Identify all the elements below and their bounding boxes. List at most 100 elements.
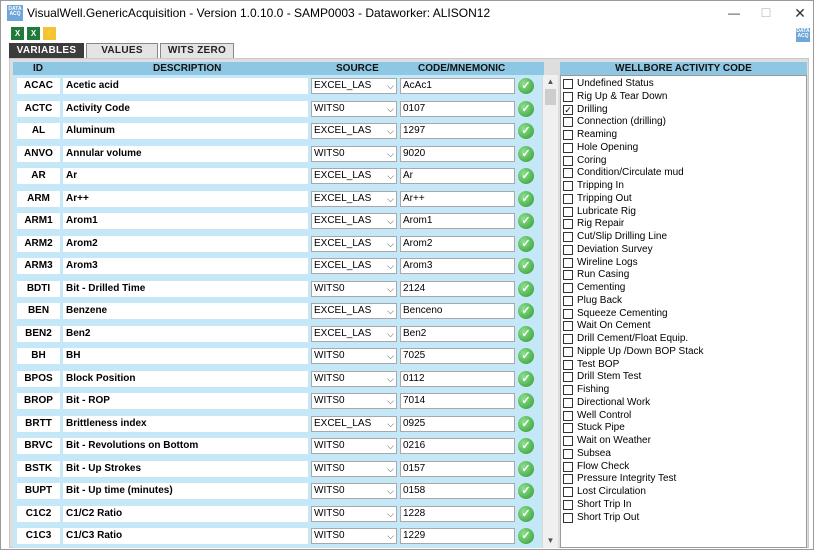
close-button[interactable]: ✕ [794, 5, 806, 21]
confirm-check-icon[interactable]: ✓ [518, 123, 534, 139]
source-select[interactable]: EXCEL_LAS ⌵ [311, 78, 397, 94]
confirm-check-icon[interactable]: ✓ [518, 438, 534, 454]
scroll-thumb[interactable] [545, 89, 556, 105]
chevron-down-icon[interactable]: ⌵ [387, 103, 394, 114]
checkbox[interactable] [563, 193, 573, 204]
checkbox[interactable] [563, 181, 573, 191]
checkbox[interactable] [563, 334, 573, 344]
checkbox[interactable] [563, 410, 573, 421]
code-input[interactable]: 7014 [400, 393, 515, 409]
chevron-down-icon[interactable]: ⌵ [387, 126, 394, 136]
checkbox[interactable] [563, 308, 573, 319]
confirm-check-icon[interactable]: ✓ [518, 190, 534, 207]
source-select[interactable]: EXCEL_LAS ⌵ [311, 303, 397, 319]
code-input[interactable]: 0112 [400, 370, 515, 387]
checkbox[interactable] [563, 168, 573, 179]
source-select[interactable]: WITS0 ⌵ [311, 100, 397, 117]
chevron-down-icon[interactable]: ⌵ [387, 283, 394, 294]
source-select[interactable]: WITS0 ⌵ [311, 348, 397, 364]
scroll-up-icon[interactable]: ▲ [546, 77, 555, 86]
checkbox[interactable] [563, 397, 573, 408]
confirm-check-icon[interactable]: ✓ [518, 145, 534, 162]
code-input[interactable]: 0107 [400, 100, 515, 117]
confirm-check-icon[interactable]: ✓ [518, 213, 534, 229]
source-select[interactable]: WITS0 ⌵ [311, 438, 397, 454]
variables-scrollbar[interactable]: ▲ ▼ [542, 75, 558, 548]
chevron-down-icon[interactable]: ⌵ [387, 531, 394, 541]
checkbox[interactable] [563, 244, 573, 255]
checkbox[interactable] [563, 219, 573, 230]
chevron-down-icon[interactable]: ⌵ [387, 441, 394, 451]
code-input[interactable]: 9020 [400, 145, 515, 162]
checkbox[interactable] [563, 283, 573, 293]
checkbox[interactable] [563, 79, 573, 89]
code-input[interactable]: Arom3 [400, 258, 515, 274]
source-select[interactable]: EXCEL_LAS ⌵ [311, 123, 397, 139]
code-input[interactable]: Ar [400, 168, 515, 184]
chevron-down-icon[interactable]: ⌵ [387, 508, 394, 519]
chevron-down-icon[interactable]: ⌵ [387, 81, 394, 91]
chevron-down-icon[interactable]: ⌵ [387, 373, 394, 384]
checkbox[interactable] [563, 257, 573, 268]
code-input[interactable]: 0158 [400, 483, 515, 499]
source-select[interactable]: EXCEL_LAS ⌵ [311, 415, 397, 432]
confirm-check-icon[interactable]: ✓ [518, 303, 534, 319]
source-select[interactable]: EXCEL_LAS ⌵ [311, 325, 397, 342]
checkbox[interactable] [563, 346, 573, 357]
source-select[interactable]: WITS0 ⌵ [311, 483, 397, 499]
source-select[interactable]: EXCEL_LAS ⌵ [311, 258, 397, 274]
confirm-check-icon[interactable]: ✓ [518, 168, 534, 184]
checkbox[interactable] [563, 130, 573, 140]
chevron-down-icon[interactable]: ⌵ [387, 463, 394, 474]
source-select[interactable]: EXCEL_LAS ⌵ [311, 190, 397, 207]
confirm-check-icon[interactable]: ✓ [518, 325, 534, 342]
chevron-down-icon[interactable]: ⌵ [387, 193, 394, 204]
checkbox[interactable] [563, 232, 573, 242]
code-input[interactable]: 0925 [400, 415, 515, 432]
source-select[interactable]: EXCEL_LAS ⌵ [311, 213, 397, 229]
confirm-check-icon[interactable]: ✓ [518, 460, 534, 477]
checkbox[interactable] [563, 461, 573, 472]
checkbox[interactable] [563, 359, 573, 370]
code-input[interactable]: 1297 [400, 123, 515, 139]
checkbox[interactable] [563, 91, 573, 102]
chevron-down-icon[interactable]: ⌵ [387, 396, 394, 406]
source-select[interactable]: WITS0 ⌵ [311, 370, 397, 387]
chevron-down-icon[interactable]: ⌵ [387, 418, 394, 429]
code-input[interactable]: AcAc1 [400, 78, 515, 94]
confirm-check-icon[interactable]: ✓ [518, 393, 534, 409]
flash-icon[interactable]: ⚡ [43, 27, 56, 40]
code-input[interactable]: 1229 [400, 528, 515, 544]
checkbox[interactable] [563, 448, 573, 459]
scroll-down-icon[interactable]: ▼ [546, 536, 555, 545]
confirm-check-icon[interactable]: ✓ [518, 483, 534, 499]
confirm-check-icon[interactable]: ✓ [518, 78, 534, 94]
confirm-check-icon[interactable]: ✓ [518, 235, 534, 252]
tab-variables[interactable]: VARIABLES [9, 43, 84, 58]
chevron-down-icon[interactable]: ⌵ [387, 238, 394, 249]
checkbox[interactable] [563, 142, 573, 153]
source-select[interactable]: EXCEL_LAS ⌵ [311, 168, 397, 184]
checkbox[interactable] [563, 385, 573, 395]
code-input[interactable]: Benceno [400, 303, 515, 319]
tab-values[interactable]: VALUES [86, 43, 158, 58]
maximize-button[interactable]: ☐ [760, 6, 772, 20]
source-select[interactable]: WITS0 ⌵ [311, 505, 397, 522]
checkbox[interactable] [563, 155, 573, 166]
code-input[interactable]: Arom2 [400, 235, 515, 252]
checkbox[interactable] [563, 295, 573, 306]
code-input[interactable]: 0216 [400, 438, 515, 454]
code-input[interactable]: Ben2 [400, 325, 515, 342]
source-select[interactable]: WITS0 ⌵ [311, 145, 397, 162]
source-select[interactable]: WITS0 ⌵ [311, 460, 397, 477]
checkbox[interactable] [563, 436, 573, 446]
checkbox[interactable] [563, 474, 573, 485]
confirm-check-icon[interactable]: ✓ [518, 505, 534, 522]
confirm-check-icon[interactable]: ✓ [518, 370, 534, 387]
chevron-down-icon[interactable]: ⌵ [387, 351, 394, 361]
chevron-down-icon[interactable]: ⌵ [387, 328, 394, 339]
chevron-down-icon[interactable]: ⌵ [387, 486, 394, 496]
code-input[interactable]: 7025 [400, 348, 515, 364]
checkbox[interactable]: ✓ [563, 104, 573, 115]
source-select[interactable]: EXCEL_LAS ⌵ [311, 235, 397, 252]
